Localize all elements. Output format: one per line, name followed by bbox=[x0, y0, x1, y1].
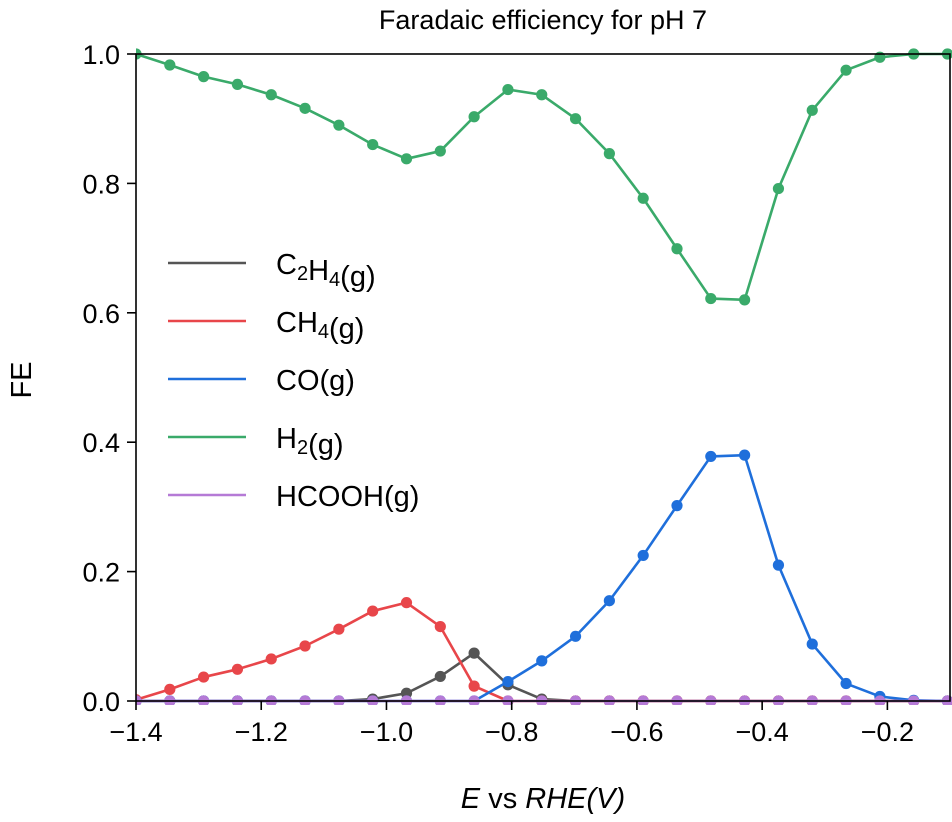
data-point-h2-g bbox=[569, 113, 582, 125]
data-point-co-g bbox=[536, 655, 548, 667]
series-line-ch4-g bbox=[136, 601, 948, 703]
data-point-ch4-g bbox=[400, 597, 413, 609]
legend-label: CO(g) bbox=[276, 365, 355, 397]
legend-item-ch4-g: CH4(g) bbox=[168, 307, 364, 345]
data-point-co-g bbox=[772, 559, 785, 571]
x-axis-label: E vs RHE(V) bbox=[461, 783, 625, 815]
data-point-h2-g bbox=[434, 145, 446, 157]
data-point-h2-g bbox=[671, 243, 683, 255]
data-point-h2-g bbox=[705, 292, 717, 305]
legend-item-h2-g: H2(g) bbox=[168, 423, 344, 461]
x-tick-label: −0.4 bbox=[735, 717, 788, 747]
y-tick-label: 1.0 bbox=[82, 40, 120, 70]
data-point-c2h4-g bbox=[468, 647, 480, 659]
data-point-ch4-g bbox=[367, 605, 379, 617]
x-tick-label: −1.0 bbox=[360, 717, 413, 747]
data-point-ch4-g bbox=[333, 623, 345, 635]
series-h2-g bbox=[136, 48, 952, 306]
x-tick-label: −0.2 bbox=[861, 717, 914, 747]
series-ch4-g bbox=[136, 597, 952, 705]
legend-label: CH4(g) bbox=[276, 307, 364, 345]
series-layer bbox=[136, 48, 952, 705]
y-tick-label: 0.4 bbox=[82, 428, 120, 458]
data-point-h2-g bbox=[840, 64, 852, 76]
x-axis: −1.4 −1.2 −1.0 −0.8 −0.6 −0.4 −0.2 bbox=[109, 701, 914, 747]
data-point-h2-g bbox=[772, 182, 785, 195]
data-point-co-g bbox=[502, 675, 514, 688]
data-point-co-g bbox=[739, 449, 751, 461]
data-point-ch4-g bbox=[265, 653, 277, 665]
data-point-co-g bbox=[840, 677, 852, 690]
data-point-h2-g bbox=[198, 71, 210, 83]
legend: C2H4(g) CH4(g) CO(g) H2(g) HCOOH(g) bbox=[168, 249, 419, 513]
data-point-co-g bbox=[603, 595, 615, 607]
plot-frame bbox=[135, 53, 951, 702]
data-point-ch4-g bbox=[468, 680, 480, 692]
y-axis: 0.0 0.2 0.4 0.6 0.8 1.0 bbox=[82, 40, 136, 717]
legend-item-hcooh-g: HCOOH(g) bbox=[168, 481, 419, 513]
data-point-h2-g bbox=[739, 294, 751, 306]
y-tick-label: 0.2 bbox=[82, 558, 120, 588]
data-point-h2-g bbox=[806, 104, 818, 116]
legend-label: HCOOH(g) bbox=[276, 481, 419, 513]
data-point-h2-g bbox=[164, 59, 176, 71]
y-axis-label: FE bbox=[6, 361, 38, 398]
legend-label: H2(g) bbox=[276, 423, 344, 461]
data-point-c2h4-g bbox=[400, 687, 413, 699]
data-point-h2-g bbox=[637, 192, 649, 204]
data-point-h2-g bbox=[333, 119, 345, 131]
series-co-g bbox=[136, 449, 952, 705]
chart-title: Faradaic efficiency for pH 7 bbox=[379, 5, 707, 35]
data-point-h2-g bbox=[367, 138, 379, 151]
data-point-ch4-g bbox=[299, 640, 311, 652]
data-point-h2-g bbox=[265, 89, 277, 101]
legend-item-co-g: CO(g) bbox=[168, 365, 355, 397]
data-point-c2h4-g bbox=[434, 670, 446, 683]
x-tick-label: −1.2 bbox=[235, 717, 288, 747]
legend-item-c2h4-g: C2H4(g) bbox=[168, 249, 376, 293]
y-tick-label: 0.0 bbox=[82, 687, 120, 717]
y-tick-label: 0.6 bbox=[82, 299, 120, 329]
legend-label: C2H4(g) bbox=[276, 249, 376, 293]
data-point-co-g bbox=[637, 549, 649, 562]
data-point-h2-g bbox=[536, 89, 548, 101]
data-point-h2-g bbox=[400, 153, 413, 165]
data-point-ch4-g bbox=[231, 663, 244, 675]
data-point-ch4-g bbox=[198, 671, 210, 683]
data-point-co-g bbox=[569, 630, 582, 642]
data-point-h2-g bbox=[231, 78, 244, 91]
data-point-ch4-g bbox=[164, 683, 176, 695]
data-point-h2-g bbox=[603, 148, 615, 160]
data-point-h2-g bbox=[299, 102, 311, 114]
data-point-co-g bbox=[705, 450, 717, 463]
y-tick-label: 0.8 bbox=[82, 169, 120, 199]
x-tick-label: −0.6 bbox=[610, 717, 663, 747]
x-tick-label: −0.8 bbox=[485, 717, 538, 747]
data-point-ch4-g bbox=[434, 620, 446, 633]
x-tick-label: −1.4 bbox=[109, 717, 162, 747]
data-point-h2-g bbox=[468, 111, 480, 123]
data-point-co-g bbox=[671, 500, 683, 512]
data-point-co-g bbox=[806, 638, 818, 650]
data-point-h2-g bbox=[502, 83, 514, 96]
